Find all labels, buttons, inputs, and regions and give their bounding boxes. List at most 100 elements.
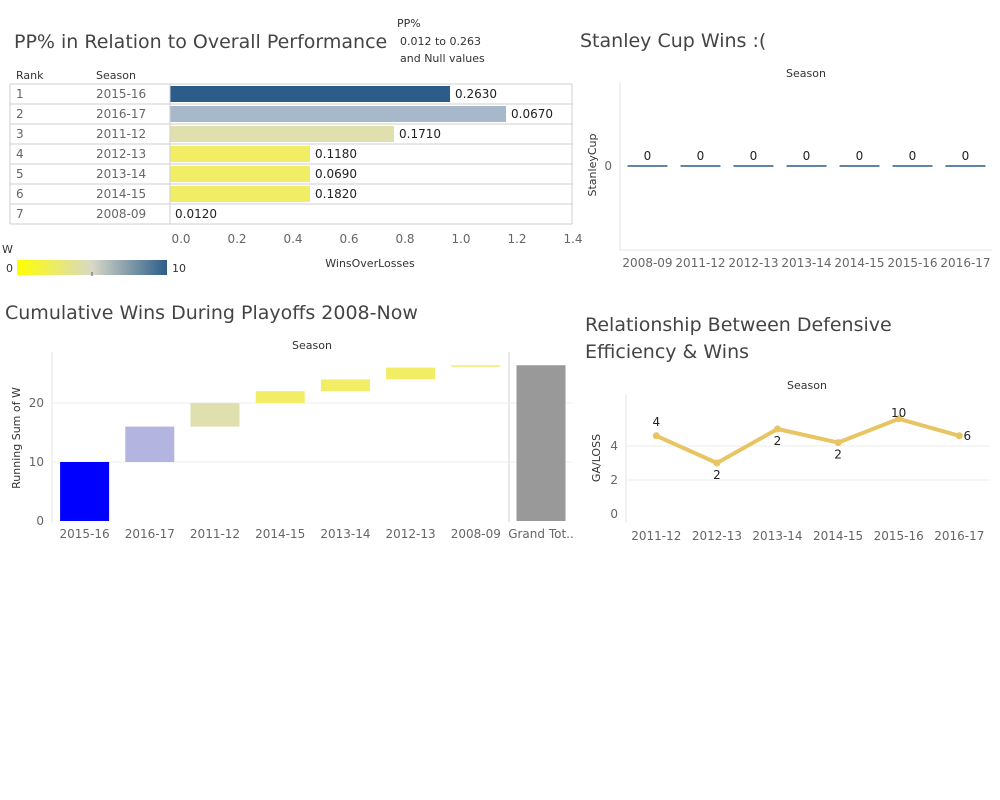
pp-x-axis: 0.0 0.2 0.4 0.6 0.8 1.0 1.2 1.4 (171, 232, 582, 246)
defense-point (834, 439, 842, 447)
defense-header: Season (787, 379, 827, 392)
stanley-x-tick: 2015-16 (887, 256, 937, 270)
color-legend-min: 0 (6, 262, 13, 275)
stanley-bar-label: 0 (909, 149, 917, 163)
cumulative-x-tick: 2016-17 (125, 527, 175, 541)
defense-point (774, 425, 781, 433)
cumulative-wins-chart: Cumulative Wins During Playoffs 2008-Now… (5, 302, 574, 541)
defense-point-label: 2 (713, 468, 721, 482)
stanley-bar-label: 0 (856, 149, 864, 163)
size-legend-title: PP% (397, 17, 421, 30)
cumulative-bar (516, 365, 566, 521)
cumulative-bar (320, 379, 370, 392)
rank-cell: 6 (16, 187, 24, 201)
defense-chart-title-line2: Efficiency & Wins (585, 341, 749, 363)
cumulative-x-tick: 2013-14 (320, 527, 370, 541)
defense-point (955, 432, 963, 440)
pp-rows: 1 2015-16 0.2630 2 2016-17 0.0670 3 2011-12 0.17… (9, 83, 573, 225)
stanley-bar-label: 0 (803, 149, 811, 163)
defense-y-tick: 0 (610, 507, 618, 521)
season-cell: 2016-17 (96, 107, 146, 121)
defense-point-label: 10 (891, 406, 906, 420)
pp-x-tick: 0.8 (395, 232, 414, 246)
header-rank: Rank (16, 69, 44, 82)
pp-bar (170, 146, 310, 162)
rank-cell: 5 (16, 167, 24, 181)
defense-x-tick: 2011-12 (631, 529, 681, 543)
stanley-header: Season (786, 67, 826, 80)
cumulative-header: Season (292, 339, 332, 352)
cumulative-y-tick: 20 (29, 396, 44, 410)
stanley-x-tick: 2012-13 (728, 256, 778, 270)
stanley-x-tick: 2011-12 (675, 256, 725, 270)
cumulative-marks: 2015-16 2016-17 2011-12 2014-15 2013-14 2012-… (60, 365, 574, 541)
season-cell: 2013-14 (96, 167, 146, 181)
pp-bar-label: 0.1180 (315, 147, 357, 161)
pp-chart: PP% in Relation to Overall Performance P… (2, 17, 583, 276)
stanley-x-tick: 2013-14 (781, 256, 831, 270)
stanley-x-tick: 2014-15 (834, 256, 884, 270)
cumulative-bar (190, 403, 240, 427)
season-cell: 2008-09 (96, 207, 146, 221)
cumulative-gridlines: 0 10 20 (29, 396, 572, 528)
pp-bar (170, 166, 310, 182)
pp-x-tick: 1.2 (507, 232, 526, 246)
pp-bar (170, 86, 450, 102)
stanley-bar-label: 0 (644, 149, 652, 163)
cumulative-bar (386, 367, 436, 380)
defense-point-label: 2 (834, 448, 842, 462)
defense-x-tick: 2016-17 (934, 529, 984, 543)
pp-x-tick: 0.6 (339, 232, 358, 246)
rank-cell: 2 (16, 107, 24, 121)
pp-x-tick: 0.4 (283, 232, 302, 246)
pp-bar-label: 0.0670 (511, 107, 553, 121)
defense-y-axis-title: GA/LOSS (590, 434, 603, 482)
cumulative-x-tick: 2012-13 (386, 527, 436, 541)
defense-chart-title-line1: Relationship Between Defensive (585, 314, 892, 336)
pp-bar-label: 0.0120 (175, 207, 217, 221)
pp-bar-label: 0.1820 (315, 187, 357, 201)
cumulative-y-tick: 0 (36, 514, 44, 528)
pp-x-tick: 0.0 (171, 232, 190, 246)
season-cell: 2015-16 (96, 87, 146, 101)
stanley-x-tick: 2016-17 (940, 256, 990, 270)
pp-x-tick: 1.4 (563, 232, 582, 246)
cumulative-y-tick: 10 (29, 455, 44, 469)
rank-cell: 3 (16, 127, 24, 141)
rank-cell: 1 (16, 87, 24, 101)
rank-cell: 7 (16, 207, 24, 221)
pp-x-tick: 0.2 (227, 232, 246, 246)
pp-x-axis-title: WinsOverLosses (325, 257, 415, 270)
defense-point-label: 4 (652, 415, 660, 429)
size-legend-null: and Null values (400, 52, 485, 65)
stanley-y-tick: 0 (604, 159, 612, 173)
cumulative-bar (60, 462, 110, 521)
cumulative-x-tick: 2014-15 (255, 527, 305, 541)
cumulative-x-tick: Grand Tot.. (508, 527, 574, 541)
pp-bar-label: 0.2630 (455, 87, 497, 101)
stanley-marks: 0 2008-09 0 2011-12 0 2012-13 0 2013-14 0 2014-15… (622, 149, 990, 270)
cumulative-bar (451, 365, 501, 367)
pp-x-tick: 1.0 (451, 232, 470, 246)
defense-point-label: 2 (774, 434, 782, 448)
defense-y-tick: 2 (610, 473, 618, 487)
pp-bar (170, 126, 394, 142)
stanley-bar-label: 0 (962, 149, 970, 163)
pp-bar-label: 0.0690 (315, 167, 357, 181)
cumulative-bar (255, 391, 305, 403)
rank-cell: 4 (16, 147, 24, 161)
size-legend-range: 0.012 to 0.263 (400, 35, 481, 48)
defense-x-tick: 2012-13 (692, 529, 742, 543)
pp-chart-title: PP% in Relation to Overall Performance (14, 31, 387, 53)
header-season: Season (96, 69, 136, 82)
defense-x-tick: 2015-16 (874, 529, 924, 543)
defense-point (895, 415, 903, 423)
season-cell: 2012-13 (96, 147, 146, 161)
pp-bar (170, 186, 310, 202)
defense-point-label: 6 (963, 429, 971, 443)
defense-line (655, 416, 960, 465)
defense-y-tick: 4 (610, 439, 618, 453)
defense-gridlines: 0 2 4 (610, 439, 990, 521)
pp-bar-label: 0.1710 (399, 127, 441, 141)
